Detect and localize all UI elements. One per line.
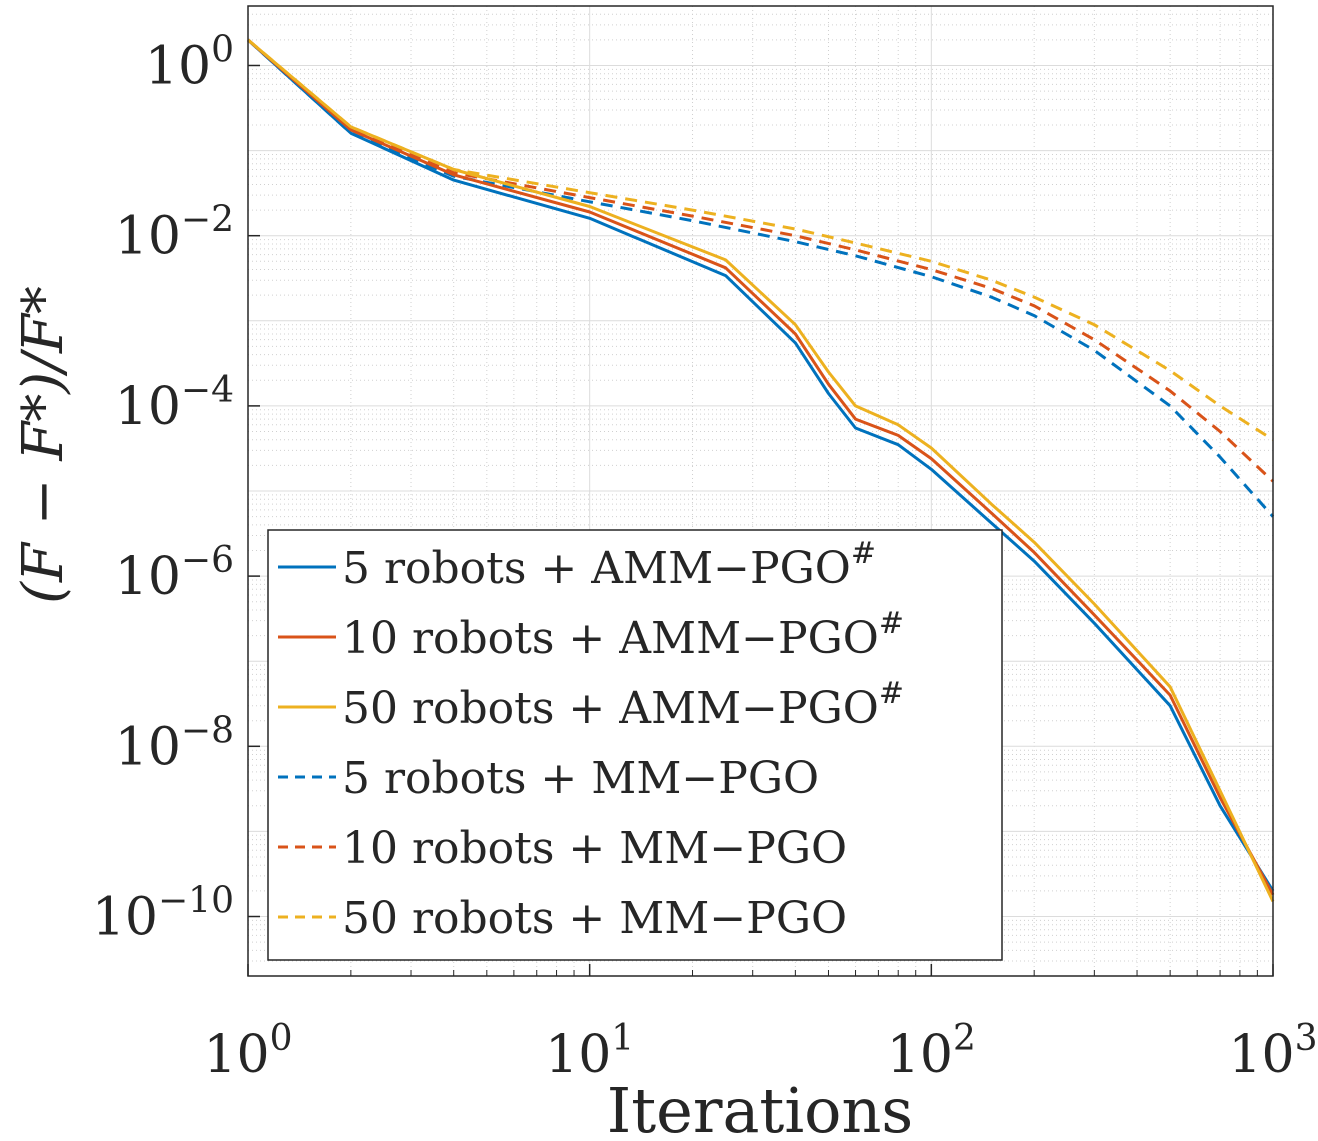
- y-tick-label-exponent: −8: [181, 710, 234, 751]
- legend-label-text: 5 robots + MM−PGO: [342, 753, 819, 804]
- y-tick-label: 10−10: [92, 881, 234, 948]
- y-tick-label-base: 10: [115, 377, 181, 437]
- x-tick-label-base: 10: [887, 1025, 953, 1085]
- series-line-3: [247, 38, 1275, 903]
- y-tick-label: 100: [145, 29, 234, 96]
- legend-label-1: 5 robots + AMM−PGO#: [342, 536, 876, 594]
- legend-label-text: 10 robots + AMM−PGO: [342, 613, 879, 664]
- y-tick-label-base: 10: [115, 547, 181, 607]
- x-tick-label-exponent: 2: [953, 1018, 976, 1059]
- y-tick-label-base: 10: [115, 717, 181, 777]
- x-axis-label: Iterations: [607, 1074, 914, 1141]
- legend-label-3: 50 robots + AMM−PGO#: [342, 676, 904, 734]
- x-tick-label: 100: [203, 1018, 292, 1085]
- legend-label-text: 10 robots + MM−PGO: [342, 823, 847, 874]
- series-line-2: [247, 38, 1275, 896]
- y-tick-label: 10−4: [115, 370, 234, 437]
- y-tick-label-base: 10: [145, 36, 211, 96]
- y-tick-label-exponent: 0: [211, 29, 234, 70]
- legend-label-5: 10 robots + MM−PGO: [342, 823, 847, 874]
- legend-label-4: 5 robots + MM−PGO: [342, 753, 819, 804]
- legend-label-text: 5 robots + AMM−PGO: [342, 543, 851, 594]
- x-tick-label-exponent: 0: [270, 1018, 293, 1059]
- x-tick-label: 102: [887, 1018, 976, 1085]
- legend-label-6: 50 robots + MM−PGO: [342, 893, 847, 944]
- x-tick-label-base: 10: [545, 1025, 611, 1085]
- x-tick-label-exponent: 1: [611, 1018, 634, 1059]
- x-tick-label: 101: [545, 1018, 634, 1085]
- series-line-6: [247, 38, 1274, 442]
- legend-label-text: 50 robots + AMM−PGO: [342, 683, 879, 734]
- legend: 5 robots + AMM−PGO#10 robots + AMM−PGO#5…: [267, 529, 1003, 961]
- series-layer: [246, 38, 1275, 903]
- y-tick-label: 10−6: [115, 540, 234, 607]
- legend-box: [267, 529, 1003, 961]
- plot-area-frame: [247, 5, 1274, 977]
- legend-label-superscript: #: [879, 676, 904, 711]
- x-tick-label: 103: [1228, 1018, 1317, 1085]
- x-tick-labels: 100 101 102 103: [203, 1018, 1317, 1085]
- y-tick-label-exponent: −10: [158, 881, 234, 922]
- y-tick-label-base: 10: [92, 888, 158, 948]
- legend-label-2: 10 robots + AMM−PGO#: [342, 606, 904, 664]
- series-line-1: [246, 38, 1275, 892]
- tick-marks: [247, 64, 1274, 976]
- y-axis-label: (F − F*)/F*: [11, 286, 76, 604]
- y-tick-label: 10−8: [115, 710, 234, 777]
- y-tick-label: 10−2: [115, 200, 234, 267]
- y-tick-label-exponent: −6: [181, 540, 234, 581]
- y-tick-label-base: 10: [115, 207, 181, 267]
- x-tick-label-base: 10: [203, 1025, 269, 1085]
- x-tick-label-exponent: 3: [1295, 1018, 1318, 1059]
- legend-label-superscript: #: [851, 536, 876, 571]
- y-tick-label-exponent: −2: [181, 200, 234, 241]
- y-tick-label-exponent: −4: [181, 370, 234, 411]
- legend-label-text: 50 robots + MM−PGO: [342, 893, 847, 944]
- legend-label-superscript: #: [879, 606, 904, 641]
- x-tick-label-base: 10: [1228, 1025, 1294, 1085]
